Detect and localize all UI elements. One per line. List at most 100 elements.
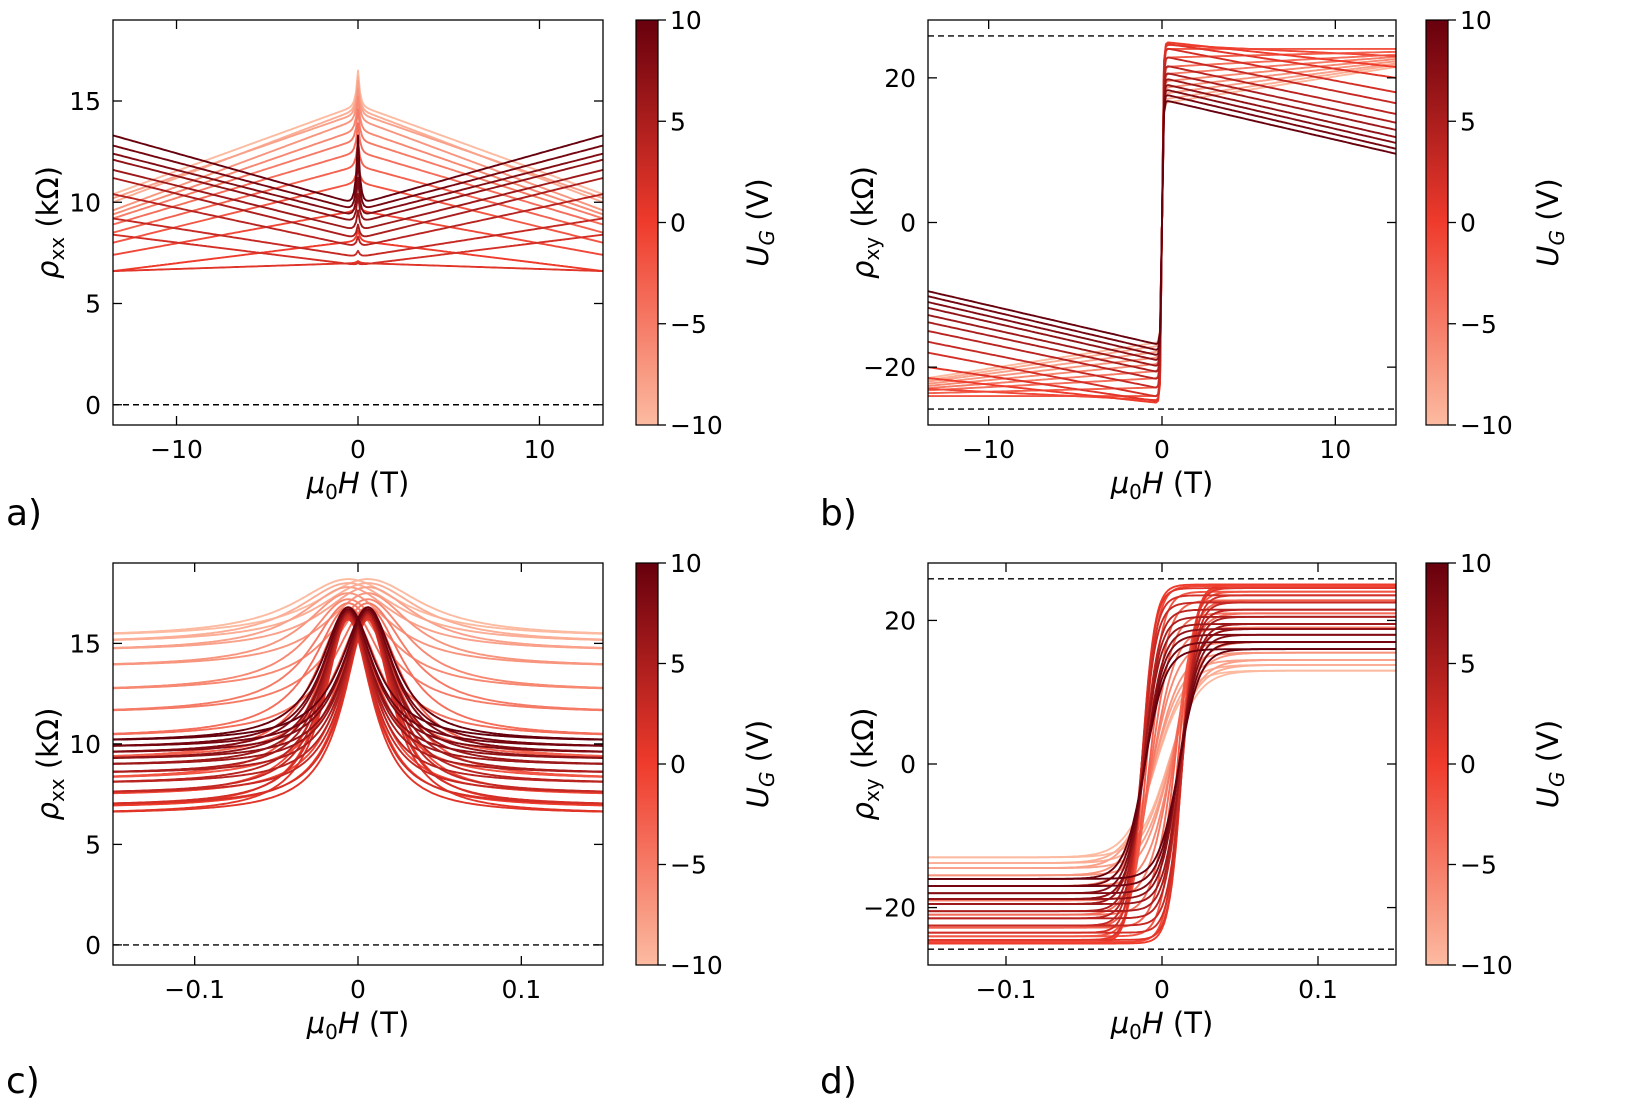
x-axis-label-d: μ0H (T) — [1110, 1006, 1214, 1044]
series-line-c-ug10-up — [113, 606, 603, 741]
series-line-c-ug-9-up — [113, 582, 603, 641]
series-line-d-ug0-down — [928, 583, 1396, 945]
panel-label-c: c) — [6, 1061, 40, 1102]
panel-label-d: d) — [820, 1061, 857, 1102]
series-line-d-ug9-up — [928, 641, 1396, 887]
series-line-d-ug-2-up — [928, 590, 1396, 938]
colorbar-tick-label-d: −10 — [1460, 951, 1513, 980]
x-axis-label-c: μ0H (T) — [306, 1006, 410, 1044]
y-tick-label-a: 0 — [85, 391, 101, 420]
y-tick-label-c: 0 — [85, 931, 101, 960]
colorbar-c — [635, 562, 659, 966]
y-tick-label-c: 10 — [69, 730, 101, 759]
series-line-c-ug1-down — [113, 618, 603, 813]
series-line-a-ug5 — [113, 177, 603, 238]
series-line-c-ug1-up — [113, 618, 603, 813]
chart-panel-b: −10 0 10 −20 0 20 μ0H (T) ρxy (kΩ) 10 5 0 −5 −10 UG (… — [846, 6, 1569, 504]
series-line-c-ug0-up — [113, 618, 603, 807]
colorbar-tick-label-c: 10 — [670, 549, 702, 578]
colorbar-tick-label-b: −5 — [1460, 310, 1497, 339]
series-line-c-ug9-up — [113, 608, 603, 747]
series-line-a-ug-6 — [113, 96, 603, 216]
colorbar-tick-label-a: −5 — [670, 310, 707, 339]
colorbar-label-b: UG (V) — [1531, 178, 1569, 266]
series-line-a-ug7 — [113, 158, 603, 221]
colorbar-tick-label-c: 5 — [670, 650, 686, 679]
series-line-d-ug1-down — [928, 587, 1396, 941]
curves-c — [113, 578, 603, 813]
panel-label-a: a) — [6, 493, 42, 534]
curves-b — [928, 41, 1396, 404]
series-line-d-ug-7-up — [928, 651, 1396, 877]
x-tick-label-a: 0 — [350, 435, 366, 464]
series-line-a-ug10 — [113, 134, 603, 202]
y-tick-label-a: 5 — [85, 290, 101, 319]
colorbar-tick-label-a: 0 — [670, 209, 686, 238]
y-tick-label-a: 15 — [69, 87, 101, 116]
series-line-d-ug-9-up — [928, 663, 1396, 865]
colorbar-tick-label-c: −10 — [670, 951, 723, 980]
series-line-c-ug-4-up — [113, 606, 603, 736]
series-line-d-ug-1-up — [928, 585, 1396, 943]
y-tick-label-d: 20 — [884, 606, 916, 635]
series-line-c-ug-6-up — [113, 598, 603, 690]
colorbar-tick-label-d: 5 — [1460, 650, 1476, 679]
colorbar-label-d: UG (V) — [1531, 720, 1569, 808]
series-line-d-ug-4-up — [928, 612, 1396, 916]
colorbar-d — [1425, 562, 1449, 966]
colorbar-b — [1425, 19, 1449, 426]
colorbar-tick-label-d: 10 — [1460, 549, 1492, 578]
chart-panel-d: −0.1 0 0.1 −20 0 20 μ0H (T) ρxy (kΩ) 10 5 0 −5 −10 UG… — [846, 549, 1569, 1044]
colorbar-tick-label-a: 5 — [670, 107, 686, 136]
colorbar-a — [635, 19, 659, 426]
series-line-b-ug10 — [928, 100, 1396, 345]
y-tick-label-b: 20 — [884, 64, 916, 93]
series-line-a-ug1 — [113, 260, 603, 273]
series-line-d-ug7-up — [928, 628, 1396, 900]
y-tick-label-d: −20 — [863, 894, 916, 923]
y-axis-label-a: ρxx (kΩ) — [31, 166, 69, 279]
x-tick-label-c: −0.1 — [164, 975, 225, 1004]
series-line-d-ug1-up — [928, 587, 1396, 941]
colorbar-tick-label-c: 0 — [670, 750, 686, 779]
x-axis-label-a: μ0H (T) — [306, 466, 410, 504]
series-line-c-ug-10-up — [113, 578, 603, 635]
series-line-a-ug8 — [113, 152, 603, 215]
series-line-a-ug9 — [113, 144, 603, 209]
y-axis-label-c: ρxx (kΩ) — [31, 708, 69, 821]
curves-d — [928, 583, 1396, 945]
colorbar-label-a: UG (V) — [741, 178, 779, 266]
series-line-d-ug-4-down — [928, 612, 1396, 916]
x-tick-label-a: 10 — [524, 435, 556, 464]
colorbar-tick-label-a: −10 — [670, 411, 723, 440]
series-line-a-ug-8 — [113, 79, 603, 200]
series-line-c-ug0-down — [113, 618, 603, 807]
y-tick-label-c: 5 — [85, 830, 101, 859]
colorbar-tick-label-d: −5 — [1460, 851, 1497, 880]
y-axis-label-d: ρxy (kΩ) — [846, 708, 884, 821]
series-line-c-ug7-up — [113, 610, 603, 759]
series-line-d-ug8-up — [928, 633, 1396, 895]
series-line-c-ug-7-up — [113, 592, 603, 666]
y-tick-label-d: 0 — [900, 750, 916, 779]
series-line-d-ug10-up — [928, 648, 1396, 880]
colorbar-tick-label-d: 0 — [1460, 750, 1476, 779]
curves-a — [113, 69, 603, 273]
colorbar-label-c: UG (V) — [741, 720, 779, 808]
series-line-d-ug4-down — [928, 608, 1396, 920]
series-line-a-ug4 — [113, 193, 603, 246]
y-tick-label-c: 15 — [69, 629, 101, 658]
panel-label-b: b) — [820, 493, 857, 534]
y-tick-label-b: 0 — [900, 209, 916, 238]
series-line-a-ug3 — [113, 217, 603, 257]
series-line-d-ug3-up — [928, 601, 1396, 927]
series-line-d-ug-10-up — [928, 669, 1396, 859]
series-line-c-ug-5-up — [113, 602, 603, 712]
series-line-d-ug2-up — [928, 594, 1396, 934]
series-line-a-ug2 — [113, 233, 603, 266]
series-line-a-ug-9 — [113, 75, 603, 204]
colorbar-tick-label-a: 10 — [670, 6, 702, 35]
